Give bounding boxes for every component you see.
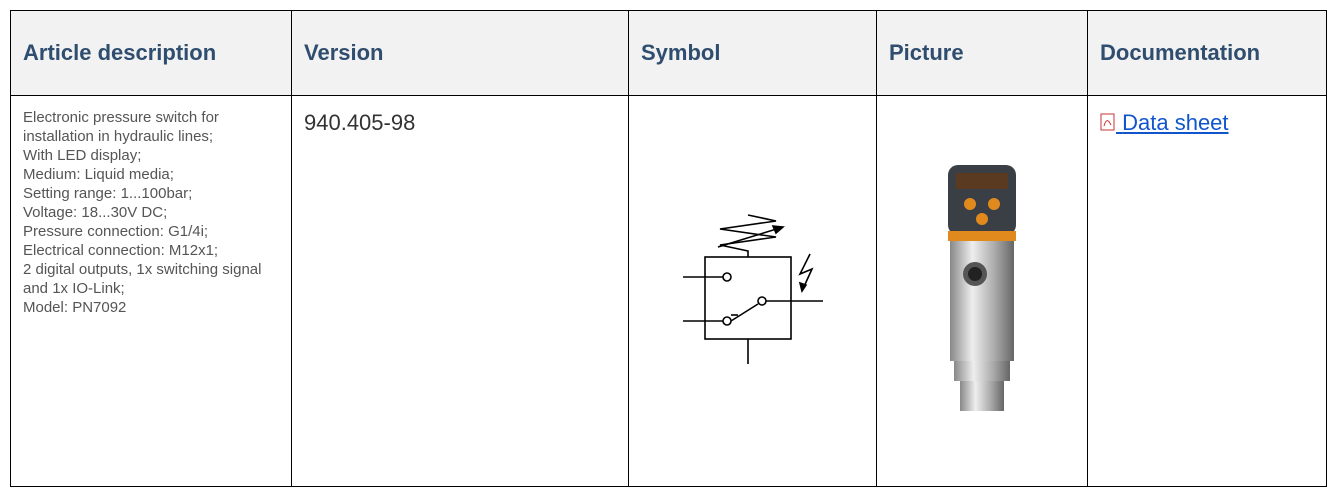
description-line: Electrical connection: M12x1; xyxy=(23,242,219,259)
header-cell: Picture xyxy=(876,10,1088,96)
description-line: Electronic pressure switch for installat… xyxy=(23,109,219,145)
description-line: Medium: Liquid media; xyxy=(23,166,174,183)
description-line: Voltage: 18...30V DC; xyxy=(23,204,168,221)
description-line: Pressure connection: G1/4i; xyxy=(23,223,209,240)
link-text[interactable]: Data sheet xyxy=(1122,110,1229,135)
header-cell: Article description xyxy=(10,10,292,96)
description-cell: Electronic pressure switch for installat… xyxy=(10,95,292,487)
pdf-icon xyxy=(1100,113,1115,131)
header-row: Article description Version Symbol Pictu… xyxy=(10,10,1327,96)
datasheet-link[interactable]: Data sheet xyxy=(1100,110,1229,135)
product-table: Article description Version Symbol Pictu… xyxy=(10,10,1327,487)
page: Article description Version Symbol Pictu… xyxy=(10,10,1327,487)
documentation-cell: Data sheet xyxy=(1087,95,1327,487)
header-cell: Version xyxy=(291,10,629,96)
body-row: Electronic pressure switch for installat… xyxy=(10,95,1327,487)
header-cell: Symbol xyxy=(628,10,877,96)
description-line: Model: PN7092 xyxy=(23,299,127,316)
description-line: 2 digital outputs, 1x switching signal a… xyxy=(23,261,262,297)
picture-cell xyxy=(876,95,1088,487)
description-line: Setting range: 1...100bar; xyxy=(23,185,193,202)
version-cell: 940.405-98 xyxy=(291,95,629,487)
version: 940.405-98 xyxy=(304,110,416,135)
switch-symbol xyxy=(682,213,823,364)
symbol-cell xyxy=(628,95,877,487)
header-cell: Documentation xyxy=(1087,10,1327,96)
description-line: With LED display; xyxy=(23,147,142,164)
product-picture xyxy=(948,164,1016,411)
